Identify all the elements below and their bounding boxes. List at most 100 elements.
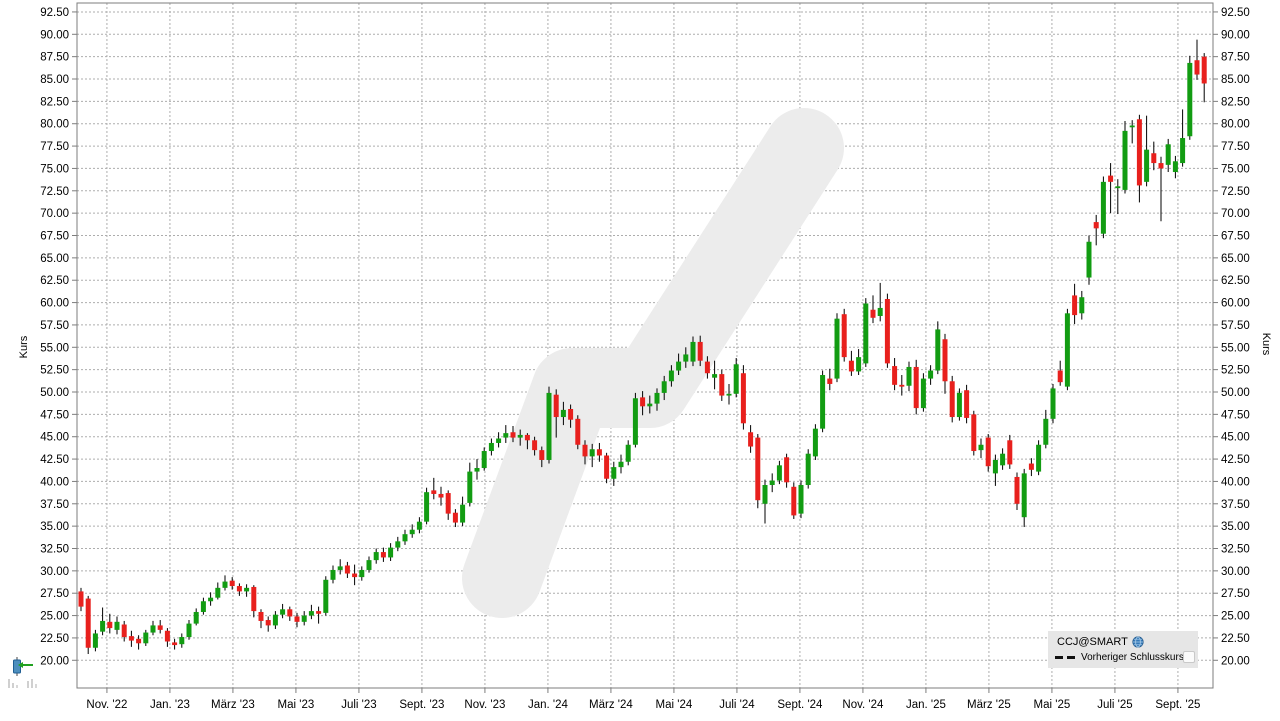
- candle-body[interactable]: [676, 361, 682, 371]
- candle-body[interactable]: [344, 565, 350, 574]
- candle-body[interactable]: [92, 633, 98, 648]
- candle-body[interactable]: [611, 467, 617, 479]
- candle-body[interactable]: [366, 560, 372, 570]
- candle-body[interactable]: [632, 398, 638, 445]
- candle-body[interactable]: [949, 381, 955, 418]
- candle-body[interactable]: [301, 615, 307, 622]
- candle-body[interactable]: [467, 471, 473, 503]
- candle-body[interactable]: [546, 392, 552, 460]
- candle-body[interactable]: [107, 621, 113, 629]
- candle-body[interactable]: [589, 449, 595, 457]
- candle-body[interactable]: [517, 434, 523, 438]
- candle-body[interactable]: [791, 486, 797, 516]
- candle-body[interactable]: [1180, 138, 1186, 164]
- candle-body[interactable]: [445, 493, 451, 514]
- candle-body[interactable]: [1201, 56, 1207, 84]
- candle-body[interactable]: [78, 591, 84, 607]
- candle-body[interactable]: [870, 309, 876, 318]
- candle-body[interactable]: [503, 433, 509, 438]
- candle-body[interactable]: [452, 512, 458, 523]
- candle-body[interactable]: [100, 620, 106, 632]
- candle-body[interactable]: [157, 625, 163, 630]
- candle-body[interactable]: [150, 625, 156, 633]
- candle-body[interactable]: [719, 374, 725, 396]
- candle-body[interactable]: [920, 378, 926, 409]
- candle-body[interactable]: [928, 370, 934, 379]
- candle-body[interactable]: [388, 547, 394, 558]
- candle-body[interactable]: [1144, 149, 1150, 182]
- candle-body[interactable]: [244, 587, 250, 592]
- candle-body[interactable]: [697, 341, 703, 361]
- candle-body[interactable]: [906, 366, 912, 386]
- candle-body[interactable]: [460, 504, 466, 523]
- candle-body[interactable]: [1064, 313, 1070, 387]
- candle-body[interactable]: [280, 609, 286, 615]
- candle-body[interactable]: [172, 642, 178, 646]
- candle-body[interactable]: [1000, 453, 1006, 466]
- candle-body[interactable]: [769, 480, 775, 486]
- mini-bars-icon[interactable]: [8, 679, 37, 688]
- candle-body[interactable]: [164, 630, 170, 642]
- candle-body[interactable]: [726, 393, 732, 396]
- candle-body[interactable]: [136, 638, 142, 644]
- candle-body[interactable]: [1043, 418, 1049, 445]
- candle-body[interactable]: [481, 451, 487, 469]
- candle-body[interactable]: [496, 438, 502, 443]
- candle-body[interactable]: [913, 366, 919, 409]
- candle-body[interactable]: [251, 586, 257, 612]
- candle-body[interactable]: [524, 434, 530, 441]
- candle-body[interactable]: [776, 465, 782, 481]
- candle-body[interactable]: [575, 418, 581, 445]
- candle-body[interactable]: [236, 586, 242, 592]
- candle-body[interactable]: [964, 390, 970, 418]
- candle-body[interactable]: [1122, 130, 1128, 190]
- candle-body[interactable]: [827, 378, 833, 384]
- candle-body[interactable]: [380, 552, 386, 558]
- candle-body[interactable]: [359, 569, 365, 578]
- candle-body[interactable]: [1057, 370, 1063, 383]
- candle-body[interactable]: [1172, 161, 1178, 173]
- candle-body[interactable]: [935, 329, 941, 371]
- candle-body[interactable]: [287, 609, 293, 617]
- candle-body[interactable]: [323, 579, 329, 613]
- candle-body[interactable]: [942, 339, 948, 382]
- candle-body[interactable]: [733, 364, 739, 394]
- candle-body[interactable]: [654, 392, 660, 404]
- candle-body[interactable]: [222, 581, 228, 588]
- candle-body[interactable]: [1036, 444, 1042, 472]
- candle-body[interactable]: [640, 397, 646, 407]
- candle-body[interactable]: [762, 485, 768, 504]
- candle-body[interactable]: [1108, 175, 1114, 182]
- candle-body[interactable]: [416, 521, 422, 530]
- candle-body[interactable]: [553, 394, 559, 418]
- candlestick-arrow-icon[interactable]: [13, 657, 34, 676]
- candle-body[interactable]: [532, 440, 538, 451]
- candle-body[interactable]: [892, 366, 898, 385]
- candle-body[interactable]: [856, 357, 862, 372]
- candle-body[interactable]: [784, 457, 790, 483]
- candle-body[interactable]: [409, 529, 415, 535]
- candle-body[interactable]: [690, 341, 696, 362]
- candle-body[interactable]: [1021, 473, 1027, 518]
- candle-body[interactable]: [352, 573, 358, 578]
- candle-body[interactable]: [128, 636, 134, 641]
- candle-body[interactable]: [1115, 186, 1121, 189]
- candle-body[interactable]: [704, 361, 710, 374]
- candle-body[interactable]: [956, 392, 962, 418]
- candle-body[interactable]: [668, 370, 674, 382]
- candle-body[interactable]: [316, 611, 322, 614]
- candle-body[interactable]: [215, 587, 221, 598]
- candle-body[interactable]: [1086, 241, 1092, 278]
- candle-body[interactable]: [539, 450, 545, 460]
- candle-body[interactable]: [992, 459, 998, 474]
- candle-body[interactable]: [841, 314, 847, 358]
- candle-body[interactable]: [337, 566, 343, 570]
- candle-body[interactable]: [373, 552, 379, 561]
- candle-body[interactable]: [402, 534, 408, 542]
- candle-body[interactable]: [114, 621, 120, 630]
- candle-body[interactable]: [1079, 297, 1085, 314]
- legend-checkbox[interactable]: [1183, 651, 1195, 663]
- candle-body[interactable]: [1028, 463, 1034, 470]
- candle-body[interactable]: [424, 492, 430, 522]
- candle-body[interactable]: [143, 632, 149, 644]
